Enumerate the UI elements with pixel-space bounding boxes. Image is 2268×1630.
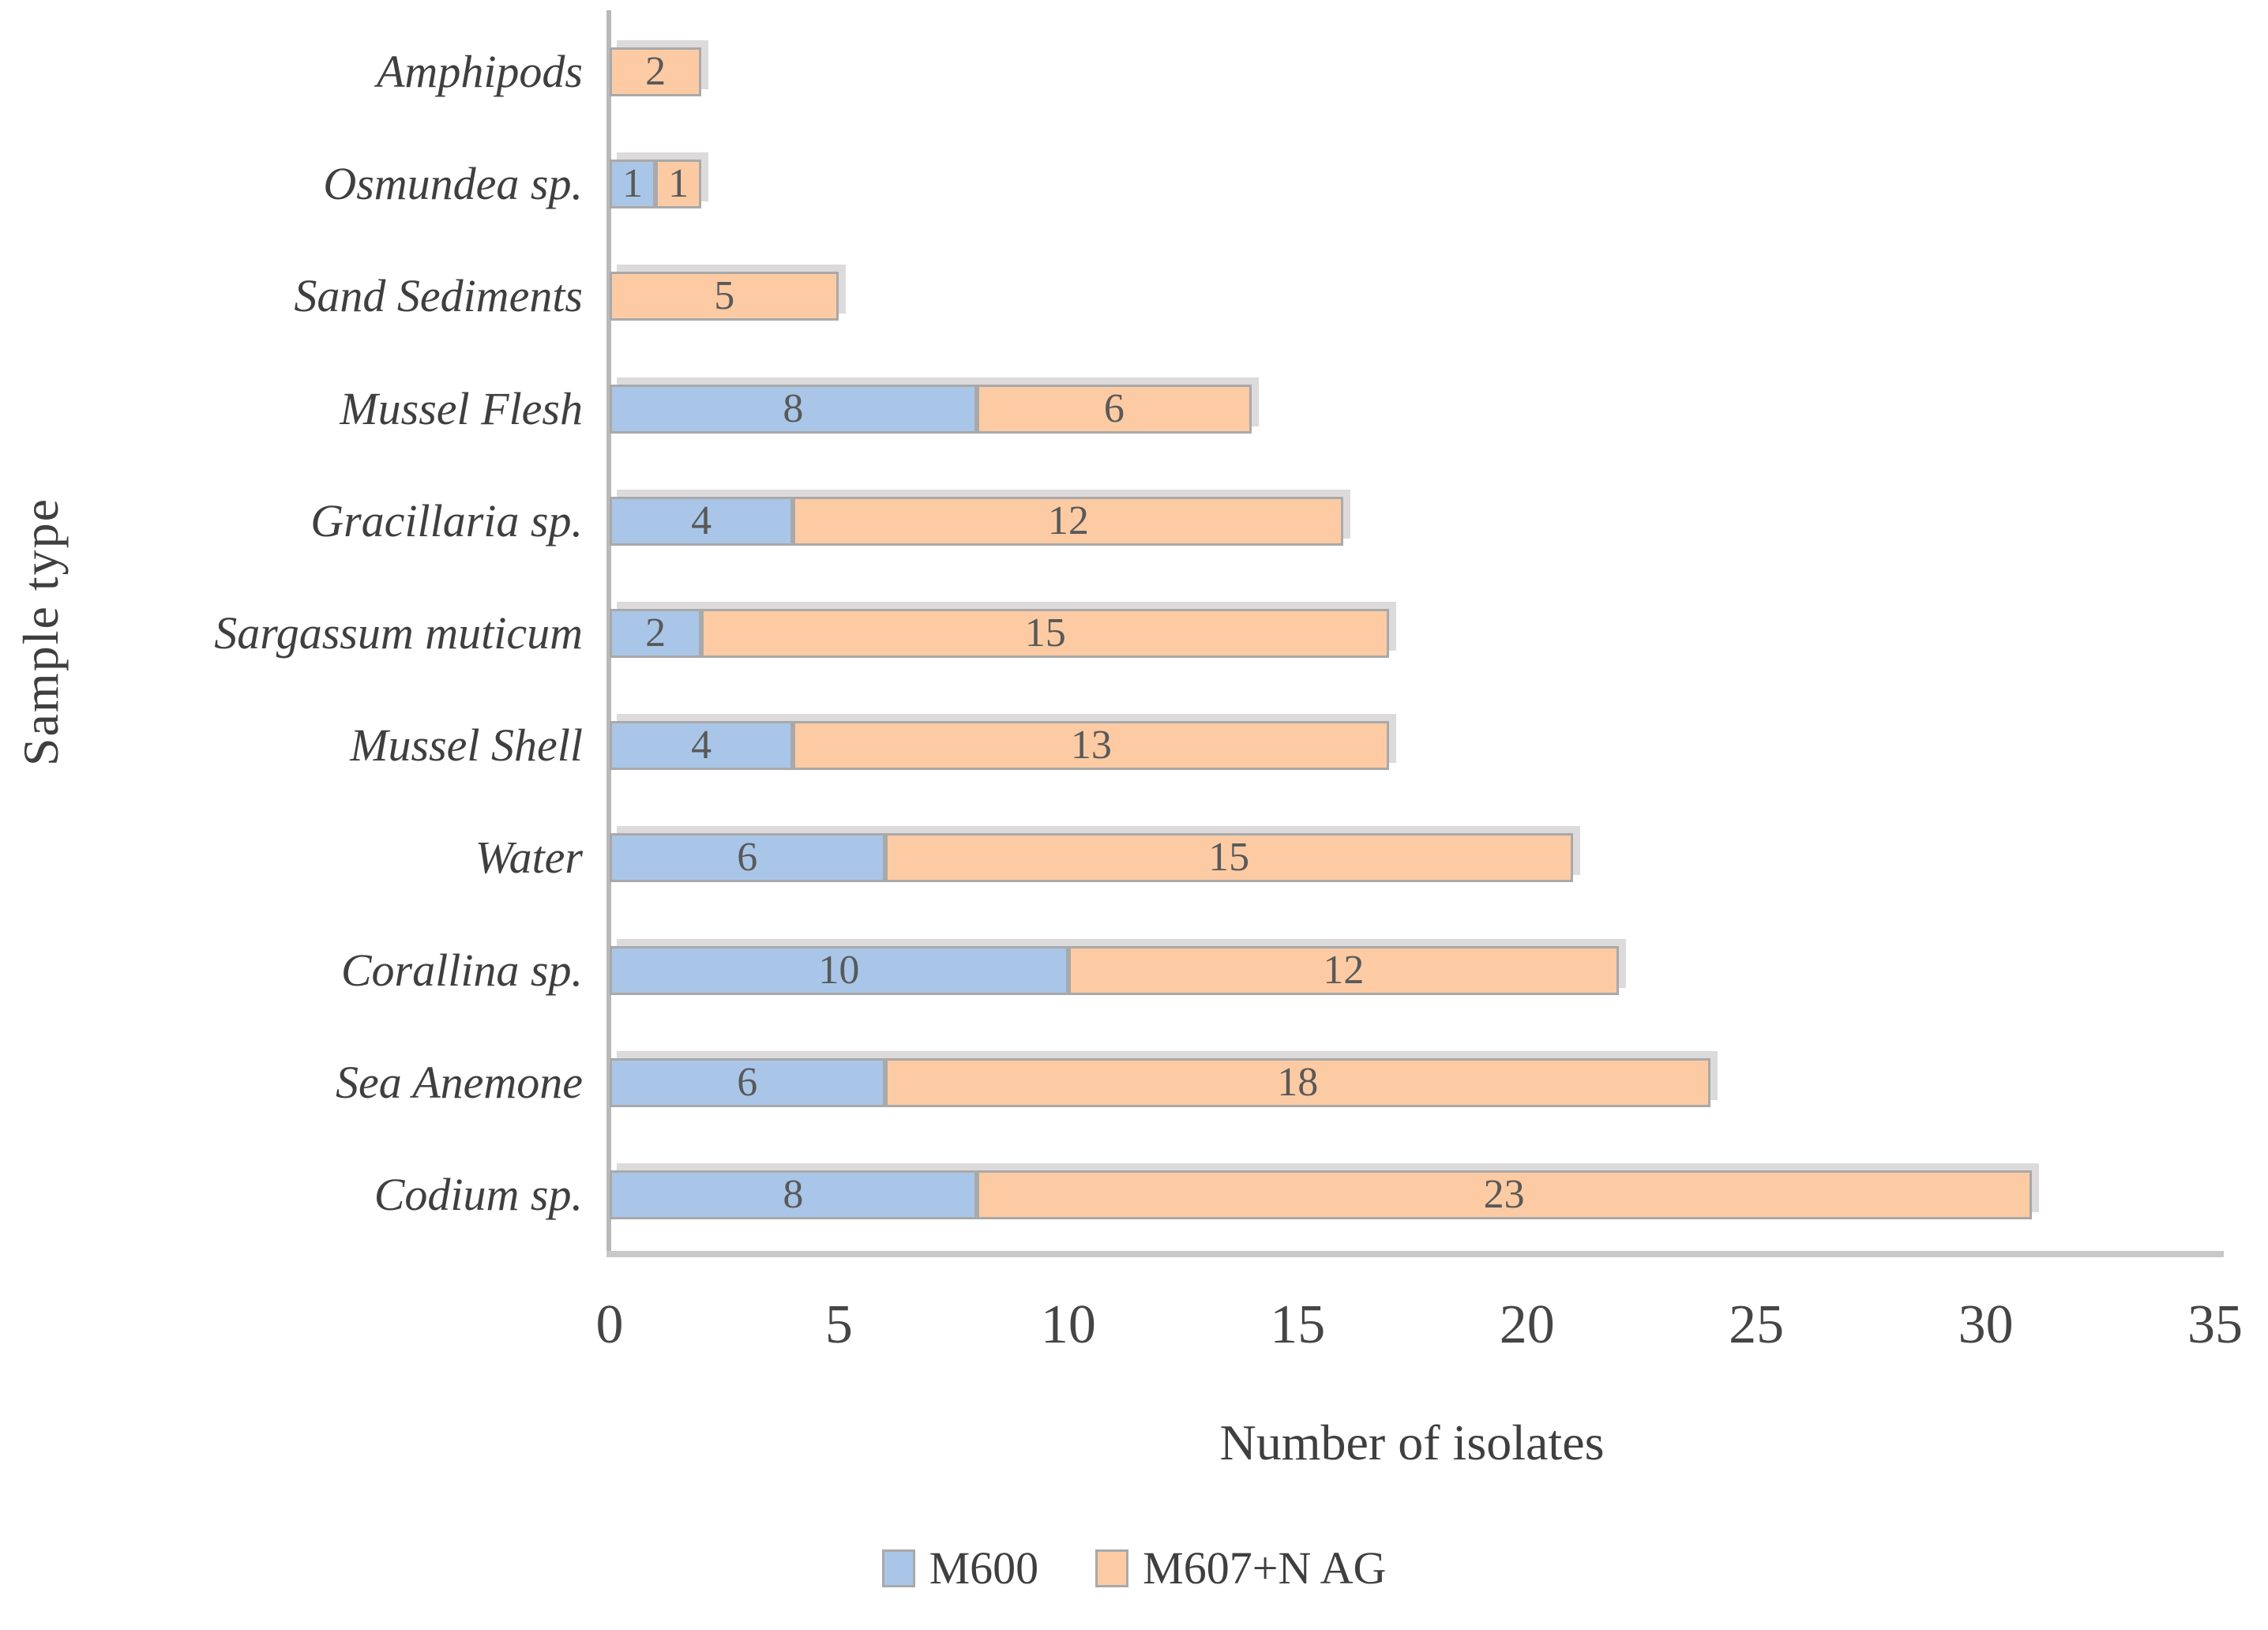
bar-segment-m607-n-ag: 18 <box>884 1057 1711 1107</box>
bar-segment-m607-n-ag: 1 <box>655 160 702 209</box>
bar-segment-m607-n-ag: 6 <box>976 384 1252 434</box>
bar-segment-m607-n-ag: 12 <box>1068 945 1619 995</box>
bar-segment-m607-n-ag: 15 <box>884 833 1573 883</box>
x-tick-label: 15 <box>1270 1294 1326 1355</box>
x-tick-label: 20 <box>1499 1294 1555 1355</box>
category-label: Amphipods <box>377 46 583 98</box>
bar-value-label: 6 <box>1103 385 1125 431</box>
bar-value-label: 18 <box>1277 1059 1319 1105</box>
bar-value-label: 6 <box>737 835 758 881</box>
bar-value-label: 15 <box>1024 610 1066 655</box>
bar-segment-m600: 1 <box>610 160 656 209</box>
bar-value-label: 1 <box>622 161 644 207</box>
legend-item: M600 <box>881 1542 1039 1594</box>
category-label: Sargassum muticum <box>214 607 583 659</box>
bar-value-label: 4 <box>691 723 712 768</box>
legend-swatch <box>881 1549 915 1587</box>
y-axis-line <box>606 10 611 1256</box>
bar-value-label: 2 <box>645 610 667 655</box>
x-tick-label: 25 <box>1729 1294 1785 1355</box>
bar-value-label: 6 <box>737 1059 758 1105</box>
bar-value-label: 15 <box>1208 835 1250 881</box>
bar-segment-m600: 6 <box>610 833 885 883</box>
category-label: Sea Anemone <box>336 1056 583 1108</box>
x-axis-line <box>606 1251 2224 1257</box>
bar-segment-m607-n-ag: 12 <box>793 496 1344 546</box>
bar-value-label: 8 <box>783 385 804 431</box>
bar-value-label: 1 <box>668 161 689 207</box>
bar-segment-m600: 6 <box>610 1057 885 1107</box>
bar-value-label: 12 <box>1323 947 1365 993</box>
category-label: Osmundea sp. <box>323 158 583 210</box>
x-tick-label: 35 <box>2187 1294 2243 1355</box>
x-tick-label: 5 <box>824 1294 853 1355</box>
bar-segment-m607-n-ag: 5 <box>610 272 839 321</box>
legend-swatch <box>1095 1549 1129 1587</box>
bar-value-label: 8 <box>783 1171 804 1217</box>
legend-label: M607+N AG <box>1143 1542 1387 1594</box>
category-label: Mussel Shell <box>350 719 583 772</box>
bar-value-label: 13 <box>1070 723 1112 768</box>
legend: M600 M607+N AG <box>0 1542 2268 1594</box>
bar-segment-m607-n-ag: 15 <box>701 609 1390 658</box>
bar-value-label: 2 <box>645 49 667 95</box>
category-label: Mussel Flesh <box>340 382 583 434</box>
category-label: Sand Sediments <box>294 270 583 322</box>
legend-item: M607+N AG <box>1095 1542 1386 1594</box>
bar-value-label: 12 <box>1047 498 1089 543</box>
category-label: Corallina sp. <box>340 944 583 996</box>
bar-value-label: 4 <box>691 498 712 543</box>
bar-segment-m607-n-ag: 13 <box>793 721 1390 771</box>
bar-segment-m600: 2 <box>610 609 702 658</box>
bar-segment-m600: 8 <box>610 1170 977 1219</box>
bar-segment-m600: 10 <box>610 945 1068 995</box>
bar-value-label: 5 <box>714 273 735 319</box>
legend-label: M600 <box>929 1542 1039 1594</box>
bar-value-label: 10 <box>818 947 860 993</box>
bar-segment-m600: 4 <box>610 721 794 771</box>
x-tick-label: 30 <box>1958 1294 2014 1355</box>
bar-segment-m607-n-ag: 23 <box>976 1170 2032 1219</box>
x-axis-title: Number of isolates <box>1219 1414 1605 1470</box>
bar-segment-m600: 4 <box>610 496 794 546</box>
category-label: Gracillaria sp. <box>310 494 583 546</box>
x-tick-label: 10 <box>1040 1294 1096 1355</box>
category-label: Water <box>475 832 583 884</box>
category-label: Codium sp. <box>374 1168 583 1220</box>
bar-segment-m607-n-ag: 2 <box>610 47 702 97</box>
x-tick-label: 0 <box>595 1294 624 1355</box>
bar-value-label: 23 <box>1483 1171 1525 1217</box>
bar-segment-m600: 8 <box>610 384 977 434</box>
